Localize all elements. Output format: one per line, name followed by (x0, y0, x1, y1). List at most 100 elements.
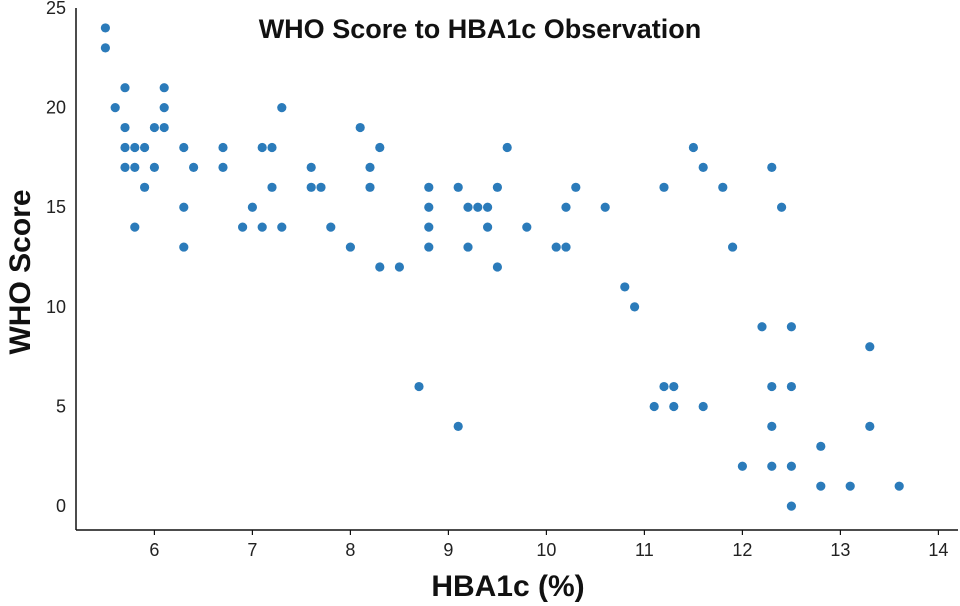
data-point (767, 162, 777, 172)
data-point (189, 162, 199, 172)
data-point (620, 282, 630, 292)
data-point (179, 202, 189, 212)
data-point (865, 342, 875, 352)
data-point (698, 401, 708, 412)
axes (75, 8, 958, 535)
data-point (502, 142, 512, 153)
data-point (257, 222, 267, 232)
y-tick-label: 10 (46, 297, 66, 317)
tick-labels: 0 5 10 15 20 25 6 7 8 9 10 11 12 13 14 (46, 0, 948, 560)
data-point (140, 142, 150, 153)
data-point (120, 83, 130, 93)
data-point (571, 182, 581, 192)
data-point (375, 142, 385, 153)
data-point (130, 162, 140, 172)
data-point (218, 142, 228, 153)
data-point (600, 202, 610, 212)
data-point (247, 202, 257, 212)
data-point (100, 43, 110, 53)
x-tick-label: 12 (732, 540, 752, 560)
data-point (659, 182, 669, 192)
data-point (492, 182, 502, 192)
data-point (316, 182, 326, 192)
data-point (355, 122, 365, 133)
data-point (179, 142, 189, 153)
data-point (845, 481, 855, 491)
data-point (522, 222, 532, 232)
data-point (786, 501, 797, 511)
x-tick-label: 9 (443, 540, 453, 560)
data-point (492, 262, 502, 272)
data-point (306, 182, 316, 192)
x-tick-label: 8 (345, 540, 355, 560)
data-point (267, 142, 277, 153)
x-axis-title: HBA1c (%) (431, 570, 584, 603)
x-tick-label: 10 (536, 540, 556, 560)
data-point (483, 222, 493, 232)
x-tick-label: 14 (928, 540, 948, 560)
data-point (630, 302, 640, 312)
data-point (767, 381, 777, 392)
data-point (345, 242, 355, 252)
data-point (277, 103, 287, 113)
data-point (767, 461, 777, 471)
data-point (777, 202, 787, 212)
data-point (453, 421, 463, 431)
data-point (737, 461, 748, 471)
data-point (159, 122, 169, 133)
data-point (130, 142, 140, 153)
data-point (649, 401, 659, 412)
data-point (365, 162, 375, 172)
data-point (120, 122, 130, 133)
data-point (786, 381, 797, 392)
y-tick-label: 5 (56, 396, 66, 416)
data-point (120, 142, 130, 153)
data-point (149, 122, 159, 133)
data-point (561, 242, 571, 252)
data-point (424, 202, 434, 212)
x-tick-label: 7 (247, 540, 257, 560)
data-point (110, 103, 120, 113)
x-tick-label: 6 (149, 540, 159, 560)
data-point (483, 202, 493, 212)
data-point (786, 461, 797, 471)
data-point (561, 202, 571, 212)
x-tick-label: 13 (830, 540, 850, 560)
data-point (130, 222, 140, 232)
data-point (424, 182, 434, 192)
data-point (424, 242, 434, 252)
data-point (394, 262, 404, 272)
data-point (698, 162, 708, 172)
data-point (159, 83, 169, 93)
y-axis-title: WHO Score (4, 189, 37, 354)
data-point (718, 182, 728, 192)
data-point (159, 103, 169, 113)
y-tick-label: 15 (46, 197, 66, 217)
data-point (786, 322, 797, 332)
data-point (894, 481, 904, 491)
data-point (551, 242, 561, 252)
data-point (659, 381, 669, 392)
data-point (669, 401, 679, 412)
data-point (375, 262, 385, 272)
data-point (473, 202, 483, 212)
data-point (453, 182, 463, 192)
data-point (365, 182, 375, 192)
y-tick-label: 25 (46, 0, 66, 18)
data-point (757, 322, 767, 332)
data-point (816, 481, 826, 491)
data-point (140, 182, 150, 192)
data-point (669, 381, 679, 392)
data-point (238, 222, 248, 232)
data-point (414, 381, 424, 392)
data-point (306, 162, 316, 172)
data-point (463, 242, 473, 252)
data-point (277, 222, 287, 232)
data-point (767, 421, 777, 431)
y-tick-label: 20 (46, 98, 66, 118)
data-point (179, 242, 189, 252)
chart-title: WHO Score to HBA1c Observation (259, 14, 702, 44)
x-tick-label: 11 (635, 540, 654, 560)
